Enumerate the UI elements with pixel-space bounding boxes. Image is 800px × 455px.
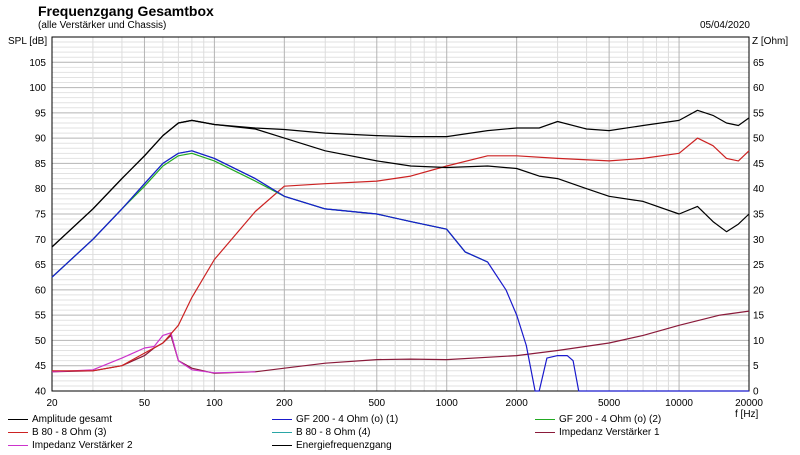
y-tick-label: 50 [35,336,47,347]
y-tick-label: 65 [35,260,47,271]
y2-tick-label: 50 [753,134,765,145]
y2-tick-label: 30 [753,235,765,246]
chart-title: Frequenzgang Gesamtbox [38,3,214,19]
series-line-3 [51,152,488,278]
x-tick-label: 20000 [735,398,763,409]
y-tick-label: 80 [35,184,47,195]
y2-tick-label: 65 [753,58,765,69]
y-tick-label: 75 [35,210,47,221]
series-line-2 [51,150,749,392]
x-tick-label: 1000 [436,398,459,409]
y-tick-label: 105 [29,58,46,69]
x-tick-label: 5000 [598,398,621,409]
x-tick-label: 200 [276,398,293,409]
x-tick-label: 100 [206,398,223,409]
x-tick-label: 50 [139,398,151,409]
y2-tick-label: 5 [753,361,759,372]
y2-tick-label: 35 [753,210,765,221]
y-tick-label: 60 [35,285,47,296]
chart-subtitle: (alle Verstärker und Chassis) [38,20,167,31]
series-line-6 [51,310,750,374]
chart-date: 05/04/2020 [699,20,750,31]
y2-tick-label: 25 [753,260,765,271]
y-tick-label: 45 [35,361,47,372]
y2-tick-label: 45 [753,159,765,170]
y-axis-label: SPL [dB] [8,36,48,47]
x-tick-label: 500 [368,398,385,409]
y-tick-label: 40 [35,387,47,398]
y-tick-label: 95 [35,108,47,119]
y-tick-label: 70 [35,235,47,246]
y2-tick-label: 40 [753,184,765,195]
y-tick-label: 100 [29,83,46,94]
y-tick-label: 55 [35,311,47,322]
x-axis-label: f [Hz] [735,409,759,420]
y2-tick-label: 15 [753,311,765,322]
y2-tick-label: 55 [753,108,765,119]
y2-tick-label: 0 [753,387,759,398]
x-tick-label: 20 [46,398,58,409]
series-line-7 [51,332,256,374]
x-tick-label: 2000 [506,398,529,409]
y2-tick-label: 60 [753,83,765,94]
series-line-8 [51,109,750,248]
y2-axis-label: Z [Ohm] [752,36,789,47]
y-tick-label: 85 [35,159,47,170]
y2-tick-label: 10 [753,336,765,347]
y-tick-label: 90 [35,134,47,145]
series-line-4 [52,137,750,372]
y2-tick-label: 20 [753,285,765,296]
x-tick-label: 10000 [665,398,693,409]
